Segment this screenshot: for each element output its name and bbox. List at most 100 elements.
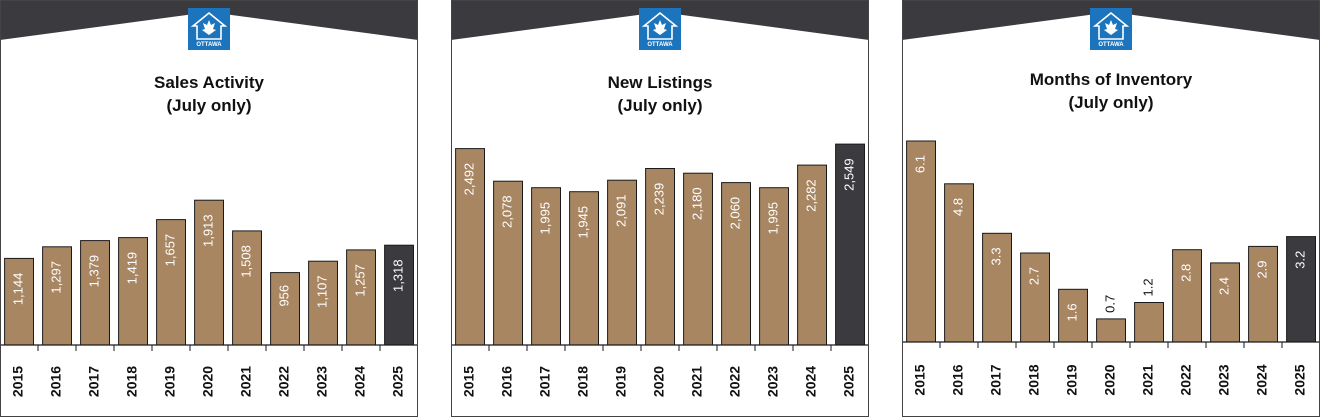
x-tick-label: 2025 [841,366,857,397]
x-tick-label: 2018 [124,366,140,397]
bar-2017 [982,232,1012,343]
x-tick-label: 2025 [390,366,406,397]
bar-2021 [683,172,714,346]
bar-2016 [493,180,523,346]
x-tick-label: 2016 [499,366,515,397]
bar-value-label: 1,144 [10,273,25,306]
logo-text: OTTAWA [196,42,222,48]
bar-value-label: 1,913 [200,214,215,247]
bar-value-label: 2,060 [727,197,742,230]
bar-value-label: 3.3 [988,247,1003,265]
x-tick-label: 2016 [950,364,966,395]
bar-2018 [118,237,148,346]
ottawa-real-estate-board-logo: OTTAWA [188,8,230,50]
bar-2024 [346,249,377,346]
x-tick-label: 2023 [765,366,781,397]
x-tick-label: 2025 [1292,364,1308,395]
x-tick-label: 2023 [314,366,330,397]
x-tick-label: 2017 [988,364,1004,395]
bar-value-label: 2.4 [1216,277,1231,295]
bar-value-label: 4.8 [950,198,965,216]
x-tick-label: 2020 [1102,364,1118,395]
header-banner [0,0,418,40]
bar-value-label: 2,282 [803,179,818,212]
x-tick-label: 2019 [1064,364,1080,395]
x-tick-label: 2020 [651,366,667,397]
bar-2018 [569,191,599,346]
bar-2025 [835,143,866,346]
bar-2023 [308,260,339,346]
chart-svg: OTTAWA New Listings (July only) 2,492 2015 2,… [451,0,869,417]
x-tick-label: 2015 [912,364,928,395]
chart-subtitle: (July only) [1068,93,1153,112]
header-banner [902,0,1320,40]
logo-text: OTTAWA [1098,42,1124,48]
bar-2019 [156,219,187,346]
x-tick-label: 2015 [461,366,477,397]
chart-subtitle: (July only) [166,96,251,115]
bar-2019 [1058,288,1089,343]
bar-value-label: 2.9 [1254,260,1269,278]
x-tick-label: 2017 [86,366,102,397]
bar-value-label: 1,107 [314,275,329,308]
bar-value-label: 1,318 [390,259,405,292]
x-tick-label: 2020 [200,366,216,397]
bar-value-label: 2,549 [841,158,856,191]
bar-value-label: 1,995 [537,202,552,235]
months-of-inventory-panel: OTTAWA Months of Inventory (July only) 6.1 2… [902,0,1320,417]
bar-2022 [1172,249,1203,343]
x-tick-label: 2016 [48,366,64,397]
chart-title: New Listings [608,73,713,92]
bar-value-label: 1,945 [575,206,590,239]
bar-value-label: 3.2 [1292,251,1307,269]
ottawa-real-estate-board-logo: OTTAWA [1090,8,1132,50]
new-listings-panel: OTTAWA New Listings (July only) 2,492 2015 2,… [451,0,869,417]
bar-2024 [797,164,828,346]
bar-value-label: 2.8 [1178,264,1193,282]
chart-svg: OTTAWA Sales Activity (July only) 1,144 2015… [0,0,418,417]
bar-value-label: 1,995 [765,202,780,235]
bar-2022 [721,182,752,346]
bar-value-label: 1,257 [352,264,367,297]
bar-value-label: 1,657 [162,234,177,267]
bar-2019 [607,179,638,346]
bar-2023 [1210,262,1241,343]
bar-value-label: 956 [276,285,291,307]
chart-title: Sales Activity [154,73,264,92]
bar-2020 [194,199,225,346]
sales-activity-panel: OTTAWA Sales Activity (July only) 1,144 2015… [0,0,418,417]
bar-value-label: 2,091 [613,194,628,227]
bar-value-label: 1,508 [238,245,253,278]
bar-value-label: 2,180 [689,187,704,220]
x-tick-label: 2024 [803,366,819,397]
bar-2021 [232,230,263,346]
bar-2024 [1248,245,1279,343]
x-tick-label: 2019 [162,366,178,397]
x-tick-label: 2021 [1140,364,1156,395]
x-tick-label: 2019 [613,366,629,397]
bar-2022 [270,272,301,346]
x-tick-label: 2017 [537,366,553,397]
x-tick-label: 2021 [238,366,254,397]
bar-value-label: 1,419 [124,252,139,285]
ottawa-real-estate-board-logo: OTTAWA [639,8,681,50]
bar-2016 [42,246,72,346]
x-tick-label: 2015 [10,366,26,397]
bar-2015 [906,140,936,343]
bar-value-label: 6.1 [912,155,927,173]
x-tick-label: 2021 [689,366,705,397]
chart-title: Months of Inventory [1030,70,1193,89]
x-tick-label: 2022 [276,366,292,397]
x-tick-label: 2022 [1178,364,1194,395]
bar-value-label: 2.7 [1026,267,1041,285]
bar-2017 [531,187,561,346]
bar-2018 [1020,252,1050,343]
x-tick-label: 2023 [1216,364,1232,395]
bar-value-label: 1,297 [48,261,63,294]
bar-value-label: 2,492 [461,163,476,196]
bar-value-label: 2,239 [651,183,666,216]
bar-2015 [4,257,34,346]
x-tick-label: 2022 [727,366,743,397]
bar-value-label: 0.7 [1102,295,1117,313]
